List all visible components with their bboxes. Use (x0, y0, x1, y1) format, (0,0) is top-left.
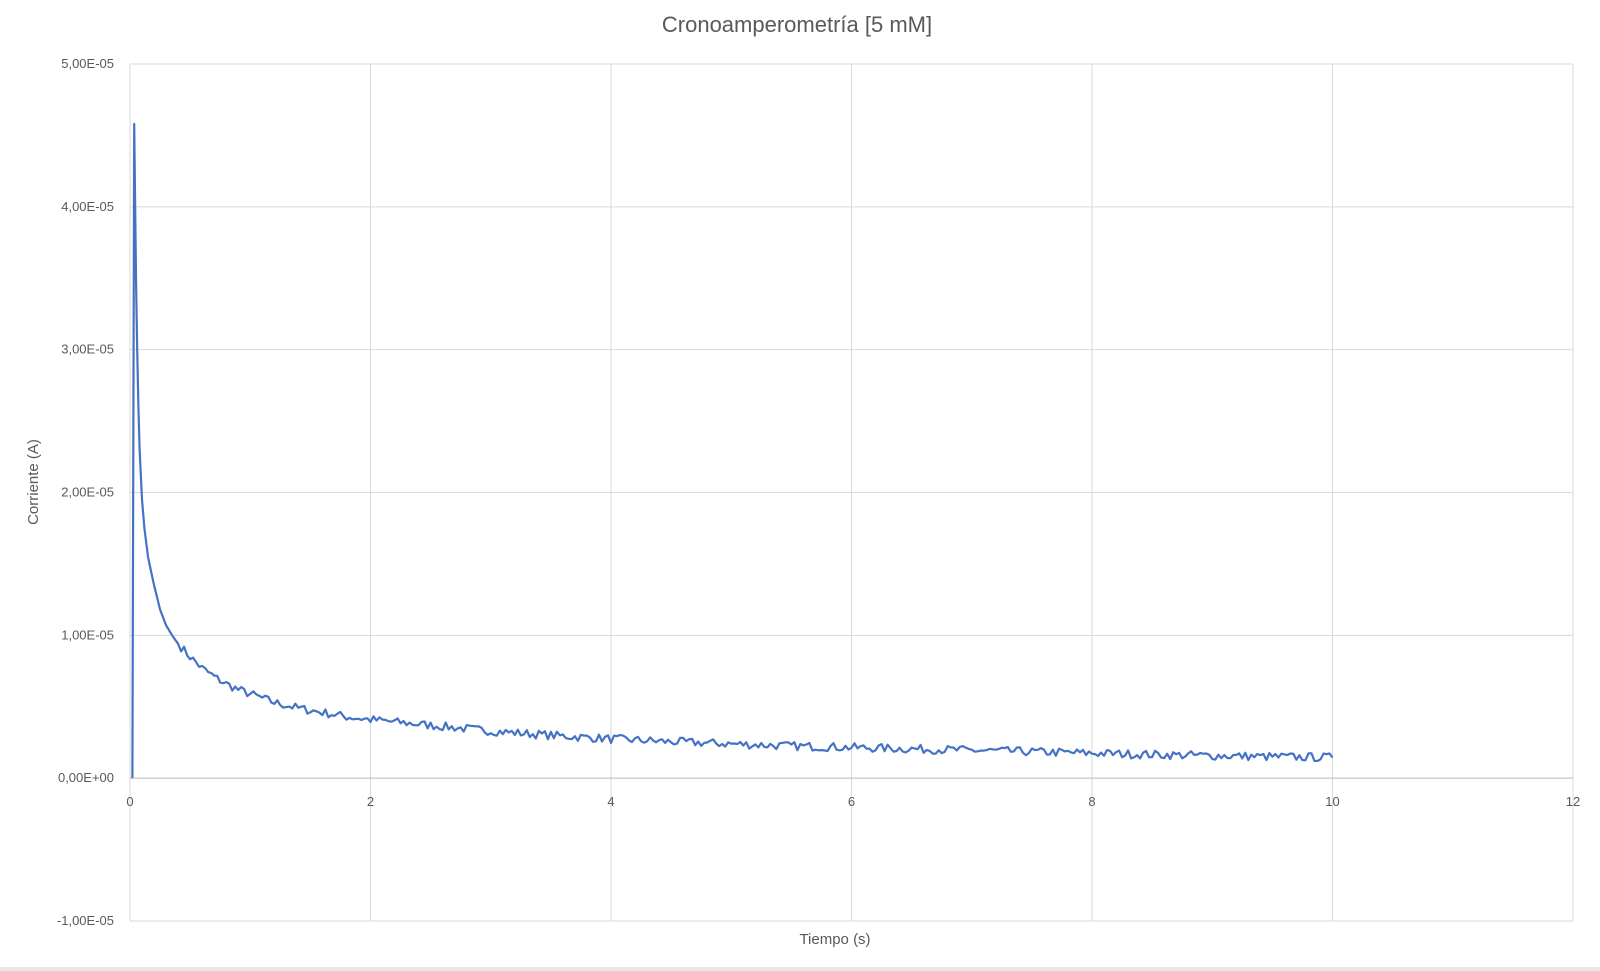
x-axis-title: Tiempo (s) (799, 931, 870, 948)
x-tick-label: 8 (1088, 794, 1095, 809)
chart-title: Cronoamperometría [5 mM] (662, 12, 932, 37)
y-axis-title: Corriente (A) (25, 439, 42, 525)
y-tick-label: -1,00E-05 (57, 913, 114, 928)
y-tick-label: 2,00E-05 (61, 485, 114, 500)
grid (129, 63, 1574, 922)
x-tick-label: 2 (367, 794, 374, 809)
x-tick-label: 10 (1325, 794, 1339, 809)
x-tick-label: 4 (607, 794, 614, 809)
tick-labels: -1,00E-05 0,00E+00 1,00E-05 2,00E-05 3,00E-0… (57, 56, 1580, 928)
y-tick-label: 1,00E-05 (61, 627, 114, 642)
y-tick-label: 0,00E+00 (58, 770, 114, 785)
series-line-current (131, 122, 1334, 779)
series-layer (131, 122, 1334, 779)
y-tick-label: 5,00E-05 (61, 56, 114, 71)
x-tick-label: 12 (1566, 794, 1580, 809)
y-tick-label: 3,00E-05 (61, 342, 114, 357)
y-tick-label: 4,00E-05 (61, 199, 114, 214)
x-tick-label: 6 (848, 794, 855, 809)
x-tick-label: 0 (126, 794, 133, 809)
bottom-divider (0, 967, 1600, 971)
